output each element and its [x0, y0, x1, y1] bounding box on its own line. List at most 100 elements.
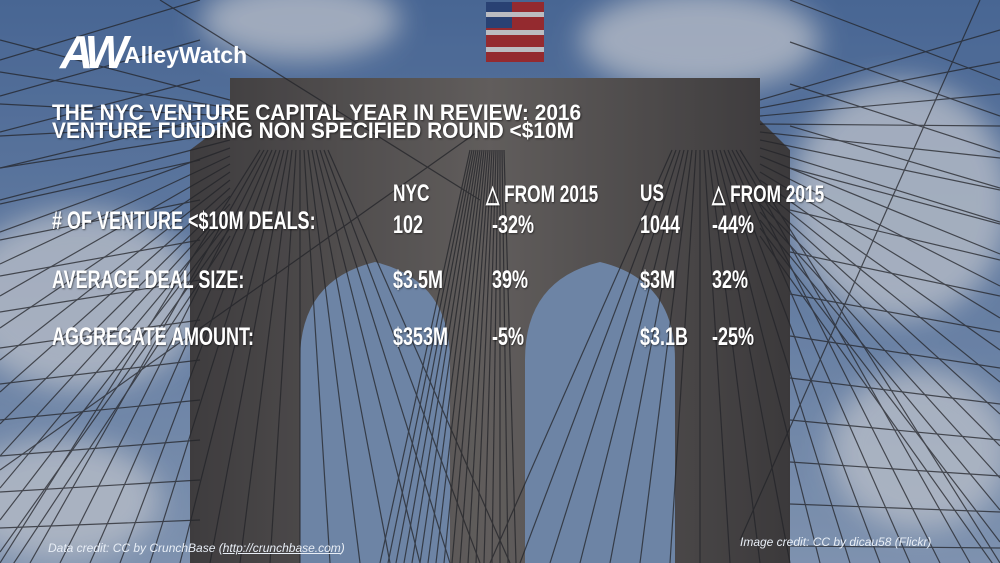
cable	[759, 187, 1000, 383]
cable	[0, 119, 201, 169]
cell-value: -5%	[492, 323, 525, 351]
cable	[727, 149, 911, 563]
title-line: THE NYC VENTURE CAPITAL YEAR IN REVIEW: …	[52, 100, 582, 125]
cable	[419, 149, 481, 563]
flag	[486, 2, 544, 62]
cell-value: $3.1B	[640, 323, 689, 351]
cable	[549, 149, 681, 563]
cable	[759, 93, 1000, 117]
cable	[0, 155, 231, 265]
cable	[519, 149, 677, 563]
cell-value: 32%	[712, 266, 749, 294]
cable	[0, 211, 231, 489]
cable	[759, 195, 1000, 415]
cable	[459, 149, 491, 563]
cable	[403, 149, 477, 563]
cable	[59, 149, 269, 563]
cable	[0, 131, 231, 169]
cable	[427, 149, 483, 563]
cable	[311, 149, 391, 563]
cable	[411, 149, 479, 563]
cable	[789, 545, 1000, 549]
cable	[759, 131, 1000, 159]
logo-name: AlleyWatch	[124, 42, 248, 68]
cable	[269, 149, 297, 563]
cell-value: -25%	[712, 323, 755, 351]
cable	[0, 195, 231, 425]
cable	[789, 41, 1000, 117]
credit-text: )	[340, 541, 345, 555]
cable	[759, 171, 1000, 319]
cable	[307, 149, 361, 563]
cable	[639, 149, 693, 563]
cable	[0, 239, 201, 277]
cable	[491, 149, 499, 563]
cable	[789, 0, 1000, 81]
cable	[759, 155, 1000, 255]
cable	[89, 149, 273, 563]
cable	[0, 39, 201, 97]
arch	[300, 262, 450, 563]
credit-link[interactable]: http://crunchbase.com	[222, 541, 341, 555]
cable	[501, 149, 509, 563]
cable	[0, 319, 201, 349]
cell-value: 102	[393, 211, 424, 239]
cable	[0, 359, 201, 385]
cable	[0, 139, 231, 201]
cable	[149, 149, 281, 563]
cell-value: $353M	[393, 323, 449, 351]
cable	[759, 139, 1000, 191]
cable	[327, 149, 511, 563]
cell-value: 1044	[640, 211, 681, 239]
cable	[759, 61, 1000, 109]
cable	[209, 149, 289, 563]
cable	[789, 167, 1000, 225]
cable	[669, 149, 697, 563]
cable	[179, 149, 285, 563]
cable	[443, 149, 487, 563]
cable	[0, 0, 201, 61]
row-label: AVERAGE DEAL SIZE:	[52, 266, 245, 294]
cable	[0, 179, 231, 361]
row-label: # OF VENTURE <$10M DEALS:	[52, 207, 316, 235]
cable	[387, 149, 473, 563]
cable	[707, 149, 761, 563]
cable	[0, 39, 231, 101]
cable	[467, 149, 493, 563]
cable	[723, 149, 881, 563]
cell-value: 39%	[492, 266, 529, 294]
cable	[0, 71, 231, 109]
cable	[0, 103, 231, 117]
cable	[789, 251, 1000, 297]
cable	[0, 123, 231, 137]
cell-value: $3M	[640, 266, 676, 294]
cable	[0, 171, 231, 329]
cable	[475, 149, 495, 563]
cable	[759, 147, 1000, 223]
cable	[435, 149, 485, 563]
cable	[789, 419, 1000, 441]
cable	[789, 125, 1000, 189]
cable	[739, 0, 981, 541]
cable	[503, 149, 517, 563]
column-header: △ FROM 2015	[486, 181, 599, 208]
cable	[0, 203, 231, 457]
cable	[789, 83, 1000, 153]
cable	[609, 149, 689, 563]
credit-text: Data credit: CC by CrunchBase (	[48, 541, 223, 555]
cable	[739, 149, 1000, 563]
logo-mark: AW	[60, 26, 128, 78]
cable	[715, 149, 821, 563]
cell-value: -44%	[712, 211, 755, 239]
cable	[119, 149, 277, 563]
cable	[483, 149, 497, 563]
cable	[315, 149, 421, 563]
cable	[239, 149, 293, 563]
cable	[579, 149, 685, 563]
cable	[489, 149, 673, 563]
cable	[789, 377, 1000, 405]
cable	[703, 149, 731, 563]
